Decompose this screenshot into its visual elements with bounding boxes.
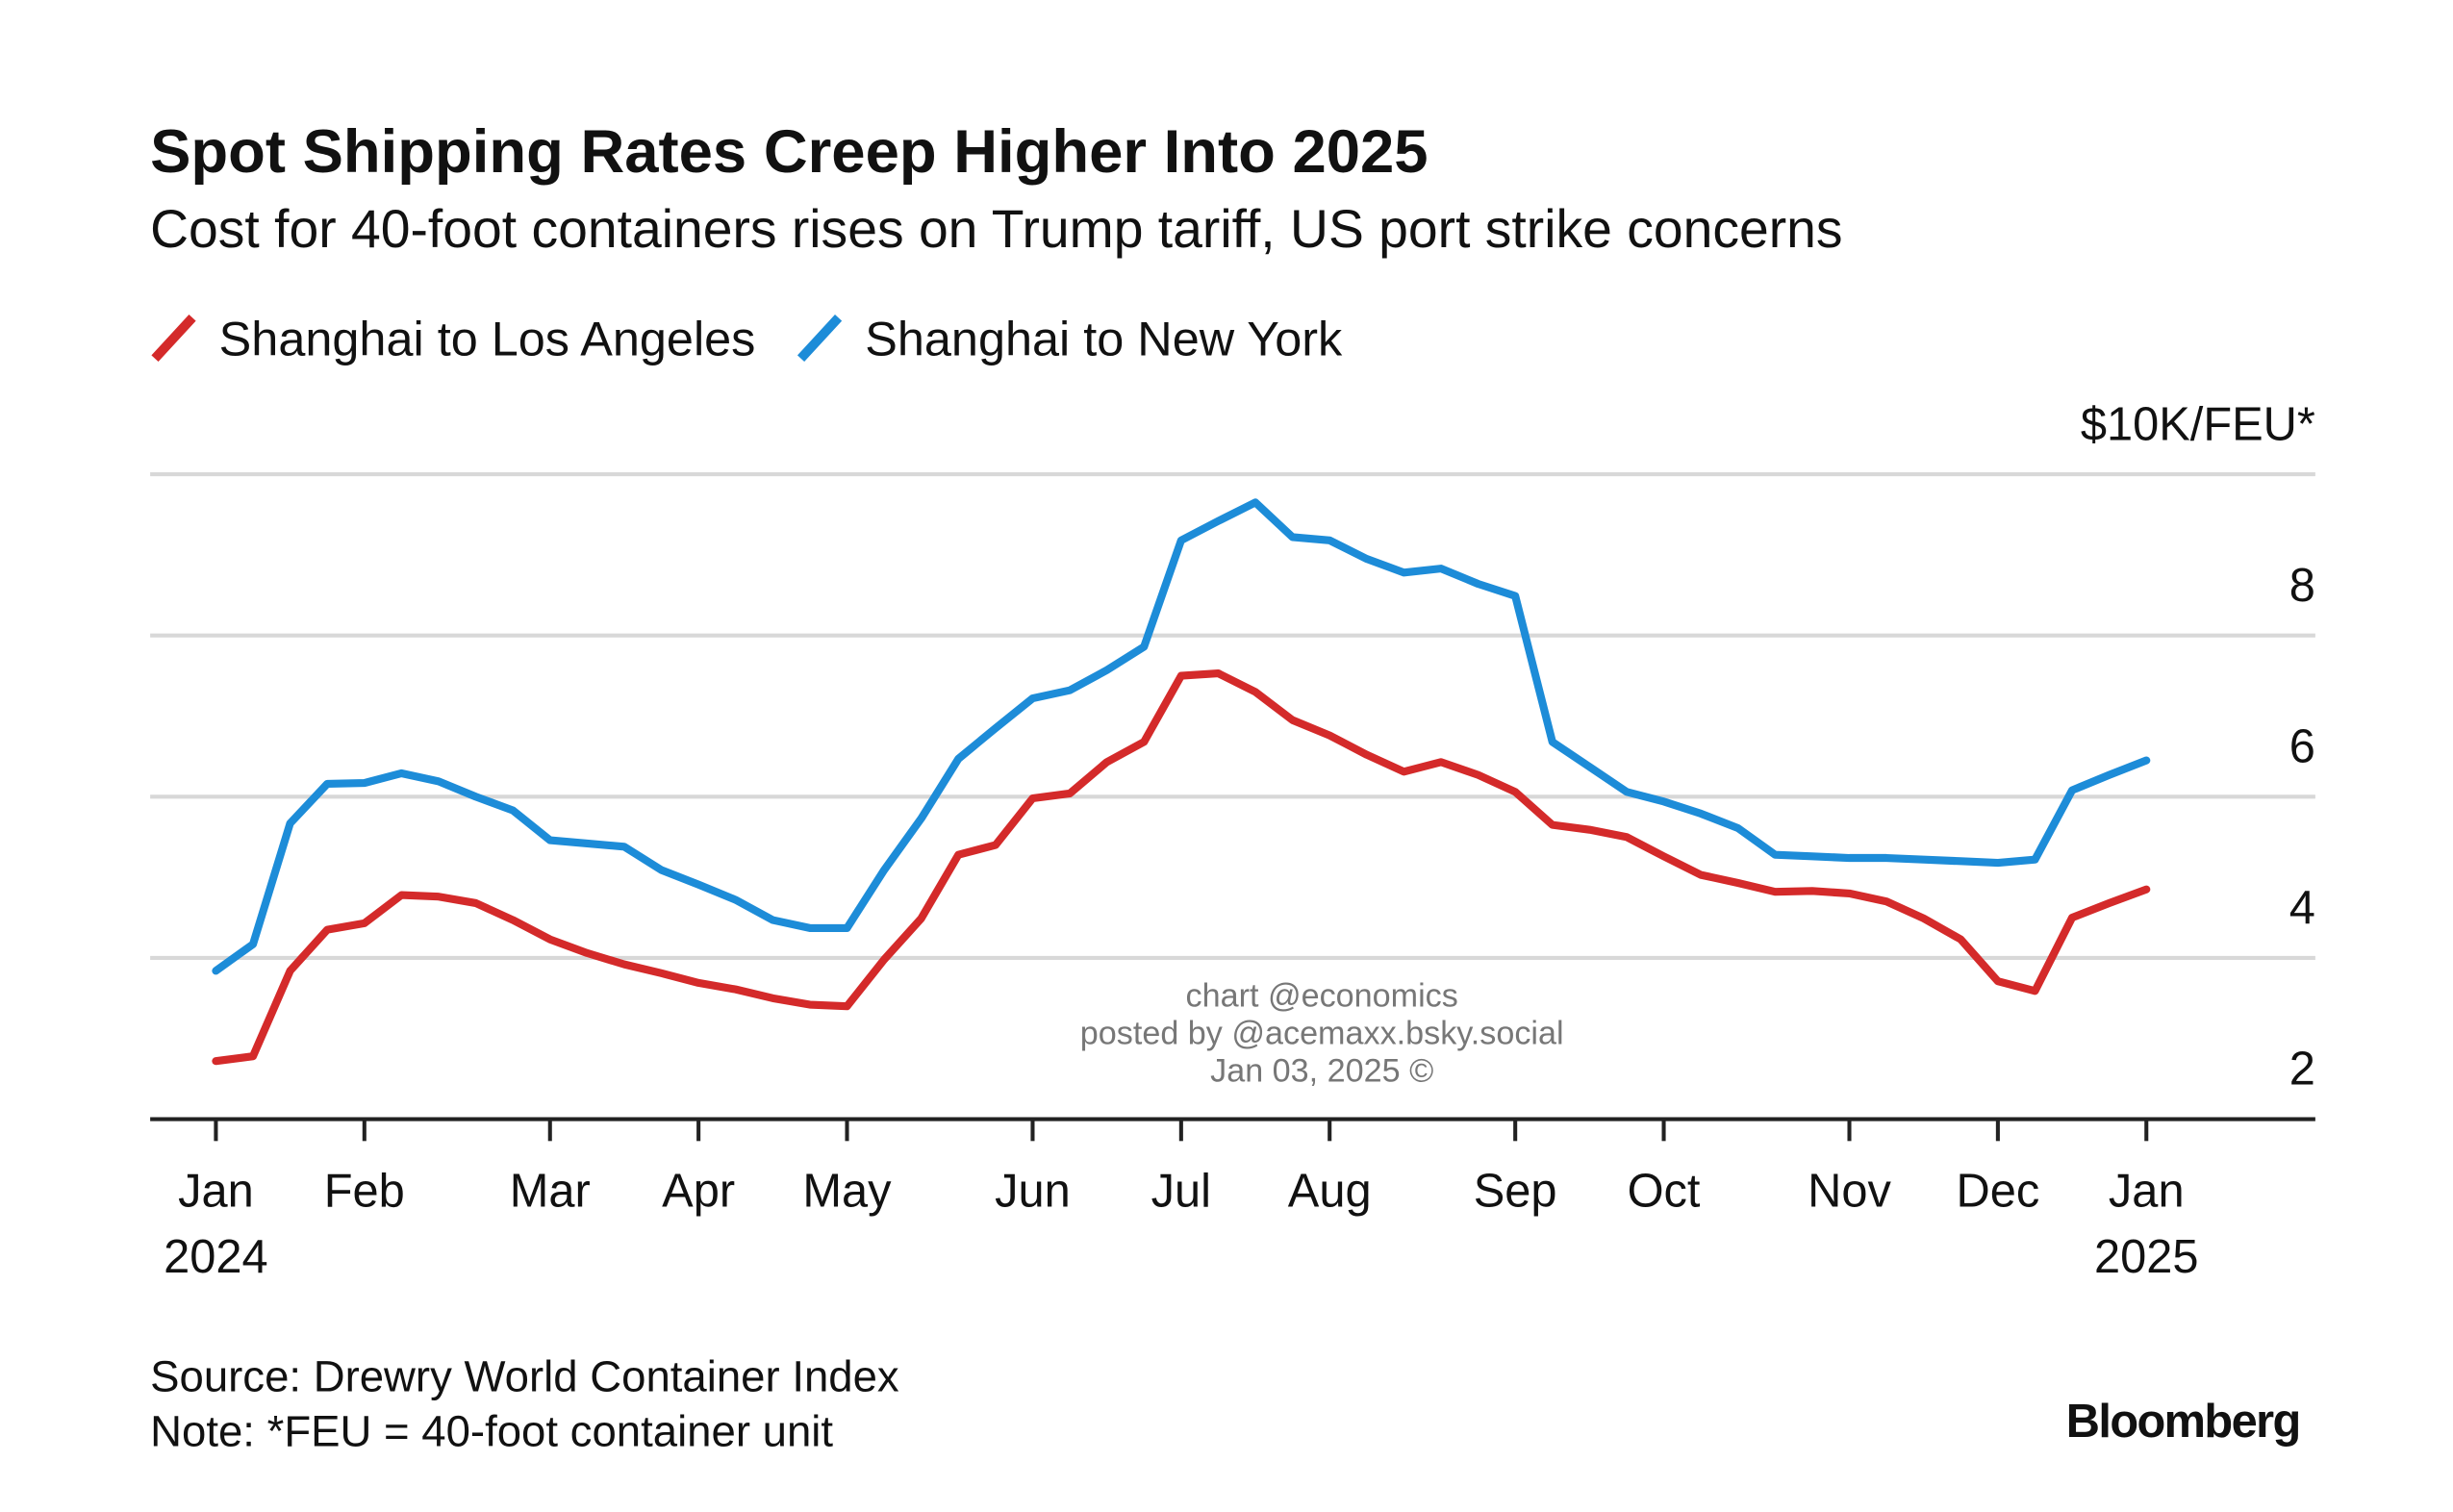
annotation: Jan 03, 2025 © — [1210, 1052, 1433, 1089]
x-tick-label-box: Jun — [995, 1166, 1071, 1219]
x-tick-label-box: Jan 2025 — [2093, 1166, 2199, 1284]
source: Source: Drewry World Container Index — [150, 1352, 899, 1401]
x-tick-label: Jun — [995, 1166, 1071, 1219]
x-tick-label: Nov — [1808, 1166, 1891, 1219]
x-tick-label: Jul — [1151, 1166, 1212, 1219]
annotation: chart @economics — [1186, 977, 1458, 1014]
brand-logo: Bloomberg — [2066, 1396, 2300, 1448]
x-tick-label-box: Aug — [1287, 1166, 1372, 1219]
x-tick-label-box: Jul — [1151, 1166, 1212, 1219]
legend-swatch — [797, 315, 843, 362]
x-tick-label: Aug — [1287, 1166, 1372, 1219]
x-tick-label: Oct — [1627, 1166, 1701, 1219]
note: Note: *FEU = 40-foot container unit — [150, 1407, 833, 1456]
x-tick-label: Apr — [662, 1166, 736, 1219]
x-tick-label: Dec — [1956, 1166, 2040, 1219]
y-tick-label: 6 — [2289, 720, 2315, 772]
legend-label: Shanghai to Los Angeles — [219, 311, 756, 365]
x-tick-label-box: May — [802, 1166, 892, 1219]
y-tick-label: 2 — [2289, 1044, 2315, 1096]
x-tick-label-box: Sep — [1473, 1166, 1557, 1219]
series-line — [212, 498, 2151, 975]
y-tick-label: $10K/FEU* — [2081, 398, 2315, 450]
x-tick-label: Sep — [1473, 1166, 1557, 1219]
chart-title: Spot Shipping Rates Creep Higher Into 20… — [150, 118, 1428, 186]
x-tick-label-box: Nov — [1808, 1166, 1891, 1219]
x-tick-label-box: Apr — [662, 1166, 736, 1219]
chart-subtitle: Cost for 40-foot containers rises on Tru… — [150, 199, 1842, 259]
legend-swatch — [151, 315, 196, 362]
x-tick-label: Feb — [323, 1166, 405, 1219]
x-tick-label-box: Jan 2024 — [164, 1166, 268, 1284]
x-tick-label: Jan 2025 — [2093, 1166, 2199, 1284]
x-tick-label-box: Oct — [1627, 1166, 1701, 1219]
x-tick-label: Mar — [509, 1166, 591, 1219]
annotation: posted by @acemaxx.bsky.social — [1080, 1015, 1564, 1051]
x-tick-label: May — [802, 1166, 892, 1219]
x-tick-label: Jan 2024 — [164, 1166, 268, 1284]
x-tick-label-box: Mar — [509, 1166, 591, 1219]
x-tick-label-box: Feb — [323, 1166, 405, 1219]
series-line — [212, 669, 2151, 1066]
x-tick-label-box: Dec — [1956, 1166, 2040, 1219]
y-tick-label: 4 — [2289, 882, 2315, 934]
y-tick-label: 8 — [2289, 560, 2315, 612]
legend-label: Shanghai to New York — [865, 311, 1343, 365]
